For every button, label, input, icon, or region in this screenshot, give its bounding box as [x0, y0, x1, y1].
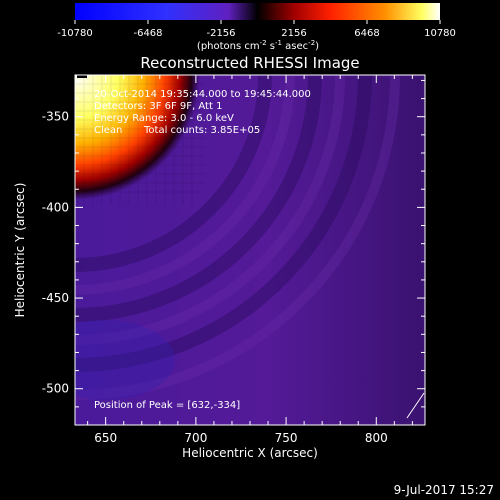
colorbar-tick-label: 10780 [424, 28, 456, 39]
x-tick-label: 800 [365, 431, 388, 445]
colorbar-units: (photons cm-2 s-1 asec-2) [197, 39, 319, 52]
x-tick-label: 750 [275, 431, 298, 445]
x-axis-ticks: 650 700 750 800 [87, 75, 413, 445]
y-tick-label: -500 [42, 382, 69, 396]
y-tick-label: -400 [42, 200, 69, 214]
annotation-block: 20-Oct-2014 19:35:44.000 to 19:45:44.000… [94, 89, 311, 411]
x-tick-label: 650 [94, 431, 117, 445]
chart-title: Reconstructed RHESSI Image [140, 54, 359, 72]
annotation-time-range: 20-Oct-2014 19:35:44.000 to 19:45:44.000 [94, 89, 311, 100]
annotation-energy-range: Energy Range: 3.0 - 6.0 keV [94, 113, 234, 124]
colorbar-tick-label: 2156 [281, 28, 306, 39]
annotation-clean: Clean [94, 125, 122, 136]
annotation-peak-position: Position of Peak = [632,-334] [94, 400, 240, 411]
x-tick-label: 700 [184, 431, 207, 445]
annotation-total-counts: Total counts: 3.85E+05 [143, 125, 260, 136]
colorbar-ticks: -10780 -6468 -2156 2156 6468 10780 [57, 20, 456, 39]
footer-timestamp: 9-Jul-2017 15:27 [394, 483, 494, 497]
y-axis-ticks: -350 -400 -450 -500 [42, 79, 425, 408]
y-tick-label: -350 [42, 110, 69, 124]
heatmap-image [75, 75, 425, 425]
colorbar-tick-label: -6468 [133, 28, 162, 39]
y-tick-label: -450 [42, 291, 69, 305]
colorbar-tick-label: -10780 [57, 28, 92, 39]
x-axis-label: Heliocentric X (arcsec) [182, 446, 318, 460]
y-axis-label: Heliocentric Y (arcsec) [13, 183, 27, 318]
colorbar-tick-label: -2156 [206, 28, 235, 39]
colorbar [75, 3, 440, 20]
annotation-detectors: Detectors: 3F 6F 9F, Att 1 [94, 101, 222, 112]
colorbar-tick-label: 6468 [354, 28, 379, 39]
